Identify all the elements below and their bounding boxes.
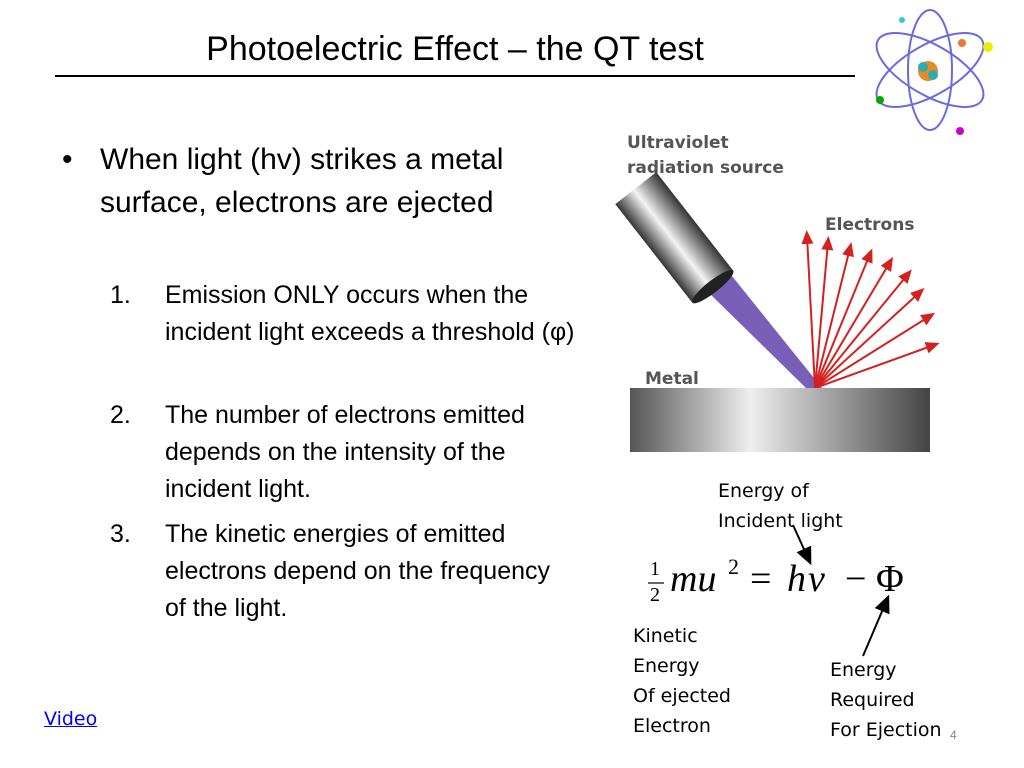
- label-line: Electron: [633, 715, 711, 737]
- video-link[interactable]: Video: [44, 708, 98, 730]
- electron-arrows: [801, 230, 940, 389]
- source-label: radiation source: [627, 158, 784, 178]
- pointer-arrow: [862, 594, 890, 657]
- eq-nu: ν: [808, 558, 825, 600]
- label-line: Energy: [830, 659, 897, 681]
- label-line: Energy of: [718, 480, 809, 502]
- item-text: Emission ONLY occurs when the incident l…: [165, 281, 575, 346]
- required-label: Energy Required For Ejection: [830, 655, 942, 745]
- kinetic-label: Kinetic Energy Of ejected Electron: [633, 621, 731, 741]
- eq-minus: −: [845, 558, 867, 600]
- label-line: Incident light: [718, 510, 843, 532]
- item-marker: 1.: [110, 281, 131, 309]
- eq-denominator: 2: [650, 584, 660, 606]
- title: Photoelectric Effect – the QT test: [206, 30, 704, 68]
- light-beam: [708, 276, 822, 390]
- label-line: Of ejected: [633, 685, 731, 707]
- bullet-text: When light (hv) strikes a metal surface,…: [100, 143, 504, 219]
- item-text: The number of electrons emitted depends …: [165, 401, 525, 503]
- electrons-label: Electrons: [825, 215, 914, 235]
- eq-equals: =: [750, 558, 772, 600]
- title-rule: [55, 75, 855, 77]
- pointer-arrow: [792, 524, 812, 566]
- eq-lhs: mu: [670, 558, 717, 600]
- metal-label: Metal: [645, 369, 699, 389]
- item-text: The kinetic energies of emitted electron…: [165, 520, 550, 622]
- label-line: Energy: [633, 655, 700, 677]
- atom-icon: [875, 9, 993, 135]
- incident-label: Energy of Incident light: [718, 476, 843, 536]
- label-line: Required: [830, 689, 915, 711]
- label-line: For Ejection: [830, 719, 942, 741]
- label-line: Kinetic: [633, 625, 698, 647]
- eq-numerator: 1: [650, 558, 660, 580]
- page-number: 4: [950, 728, 957, 742]
- metal-slab: [630, 388, 930, 452]
- bullet-marker: •: [62, 143, 73, 176]
- source-label: Ultraviolet: [627, 133, 729, 153]
- item-marker: 2.: [110, 401, 131, 429]
- item-marker: 3.: [110, 520, 131, 548]
- eq-exponent: 2: [728, 554, 739, 579]
- eq-h: h: [787, 558, 806, 600]
- uv-tube: [615, 172, 734, 304]
- eq-phi: Φ: [876, 558, 904, 600]
